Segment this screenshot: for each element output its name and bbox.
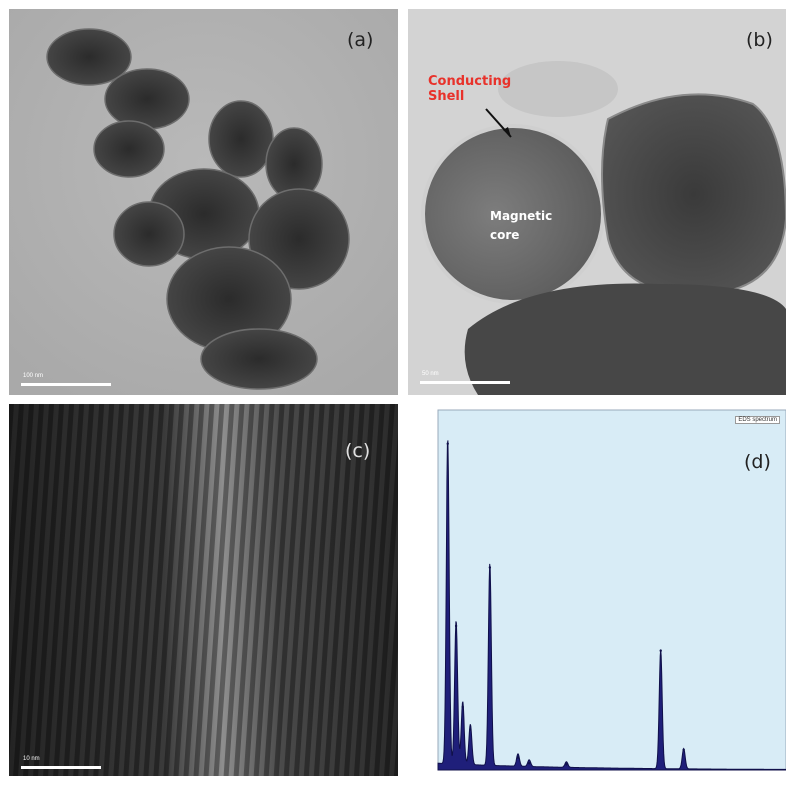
spectrum-peak: [454, 624, 458, 628]
panel-label-d: (d): [744, 451, 771, 473]
spectrum-peak: [516, 756, 520, 759]
lattice-image-c: [9, 404, 398, 776]
legend-entry: EDS spectrum: [735, 416, 780, 424]
hrtem-panel-c: 10 nm (c): [9, 404, 398, 776]
spectrum-peak: [461, 705, 464, 709]
spectrum-peak: [469, 728, 472, 731]
tem-image-a: [9, 9, 398, 395]
panel-label-b: (b): [746, 29, 773, 51]
scale-label-c: 10 nm: [23, 756, 40, 762]
eds-spectrum-chart: [437, 409, 786, 771]
eds-spectrum-panel-d: EDS spectrum (d): [408, 404, 786, 776]
magnetic-core-label: Magnetic core: [490, 209, 553, 242]
spectrum-peak: [565, 763, 568, 766]
scale-label-a: 100 nm: [23, 373, 44, 379]
spectrum-peak: [488, 566, 492, 569]
tem-panel-b: Conducting Shell Magnetic core 50 nm (b): [408, 9, 786, 395]
tem-image-b: [408, 9, 786, 395]
scale-label-b: 50 nm: [422, 371, 439, 377]
plot-area: [437, 409, 786, 771]
tem-panel-a: 100 nm (a): [9, 9, 398, 395]
panel-label-a: (a): [347, 29, 374, 51]
conducting-shell-label: Conducting Shell: [428, 74, 512, 104]
spectrum-peak: [527, 762, 531, 765]
spectrum-peak: [682, 748, 685, 751]
spectrum-peak: [446, 442, 449, 445]
spectrum-area: [437, 440, 786, 771]
spectrum-peak: [659, 649, 662, 652]
panel-label-c: (c): [345, 440, 371, 462]
